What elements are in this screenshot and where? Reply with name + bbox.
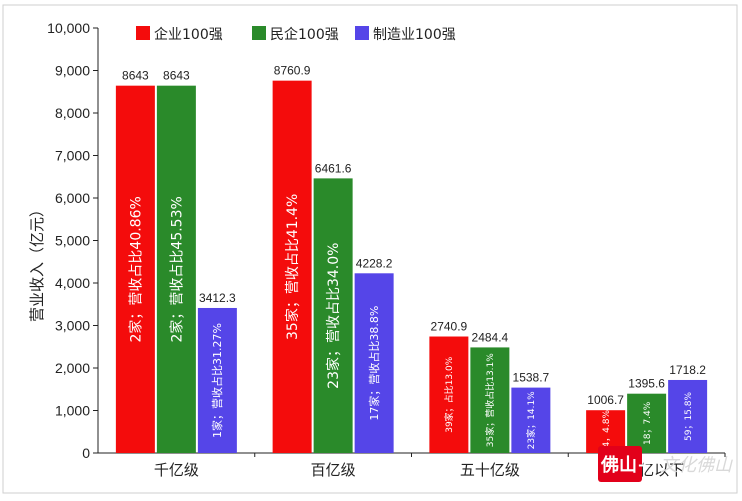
bar-value-label: 4228.2 (356, 256, 393, 270)
legend-swatch-qiye100 (136, 26, 150, 40)
y-tick-label: 0 (82, 445, 90, 461)
chart-panel-border (2, 4, 738, 494)
bar-value-label: 1718.2 (669, 363, 706, 377)
x-category-label: 百亿级 (311, 461, 356, 479)
bar-value-label: 6461.6 (315, 161, 352, 175)
y-tick-label: 7,000 (55, 148, 90, 164)
bar-inner-label: 59；15.8% (684, 392, 694, 441)
bar-value-label: 8643 (122, 69, 149, 83)
bar-zhizao100 (511, 387, 551, 453)
y-tick-label: 8,000 (55, 105, 90, 121)
watermark-logo-box (598, 446, 642, 482)
bar-qiye100 (429, 336, 469, 453)
legend-swatch-zhizao100 (355, 26, 369, 40)
bar-value-label: 1538.7 (513, 371, 550, 385)
plot-area: 0 1,000 2,000 3,000 4,000 5,000 6,000 7,000 8,00… (47, 20, 726, 479)
legend-swatch-minqi100 (252, 26, 266, 40)
bar-inner-label: 23家；营收占比34.0% (325, 243, 342, 389)
legend: 企业100强 民企100强 制造业100强 (136, 26, 456, 43)
bar-minqi100 (156, 85, 196, 454)
y-tick-label: 5,000 (55, 233, 90, 249)
y-tick-label: 2,000 (55, 360, 90, 376)
bar-inner-label: 2家；营收占比45.53% (168, 196, 185, 342)
watermark-logo-text: 佛山+ (600, 454, 652, 476)
bar-zhizao100 (668, 379, 708, 453)
bar-minqi100 (470, 347, 510, 453)
bar-inner-label: 35家；营收占比13.1% (484, 353, 496, 447)
legend-label-minqi100: 民企100强 (270, 26, 339, 43)
x-category-label: 千亿级 (154, 461, 199, 479)
bar-qiye100 (272, 80, 312, 454)
y-axis-title: 营业收入（亿元） (28, 202, 46, 322)
y-tick-label: 6,000 (55, 190, 90, 206)
bar-inner-label: 17家；营收占比38.8% (367, 306, 381, 421)
bar-minqi100 (627, 393, 667, 453)
watermark: 佛山+ 文化佛山 (598, 446, 733, 482)
bar-inner-label: 18；7.4% (643, 401, 653, 445)
legend-item-zhizao100: 制造业100强 (355, 26, 456, 43)
y-tick-label: 3,000 (55, 318, 90, 334)
x-category-label: 五十亿级 (460, 461, 520, 479)
bar-value-label: 2484.4 (472, 330, 509, 344)
bar-zhizao100 (197, 307, 237, 453)
watermark-side-text: 文化佛山 (660, 455, 733, 476)
bar-value-label: 2740.9 (431, 320, 468, 334)
bar-zhizao100 (354, 273, 394, 453)
bar-value-label: 1006.7 (587, 393, 624, 407)
y-tick-label: 9,000 (55, 63, 90, 79)
bar-inner-label: 23家；14.1% (525, 391, 537, 449)
y-tick-label: 4,000 (55, 275, 90, 291)
bar-minqi100 (313, 178, 353, 453)
y-tick-label: 10,000 (47, 20, 90, 36)
legend-item-minqi100: 民企100强 (252, 26, 339, 43)
legend-label-zhizao100: 制造业100强 (373, 27, 456, 43)
y-tick-label: 1,000 (55, 403, 90, 419)
bar-qiye100 (586, 410, 626, 453)
bar-value-label: 1395.6 (628, 377, 665, 391)
bar-value-label: 3412.3 (199, 291, 236, 305)
bar-inner-label: 35家；营收占比41.4% (284, 194, 301, 340)
bar-inner-label: 1家；营收占比31.27% (210, 323, 224, 438)
bar-value-label: 8760.9 (274, 64, 311, 78)
bar-value-label: 8643 (163, 69, 190, 83)
bar-inner-label: 39家；占比13.0% (443, 356, 455, 432)
legend-item-qiye100: 企业100强 (136, 26, 223, 43)
bar-qiye100 (115, 85, 155, 454)
bar-inner-label: 24，4.8% (602, 410, 612, 454)
bar-inner-label: 2家；营收占比40.86% (127, 196, 144, 342)
legend-label-qiye100: 企业100强 (154, 26, 223, 43)
